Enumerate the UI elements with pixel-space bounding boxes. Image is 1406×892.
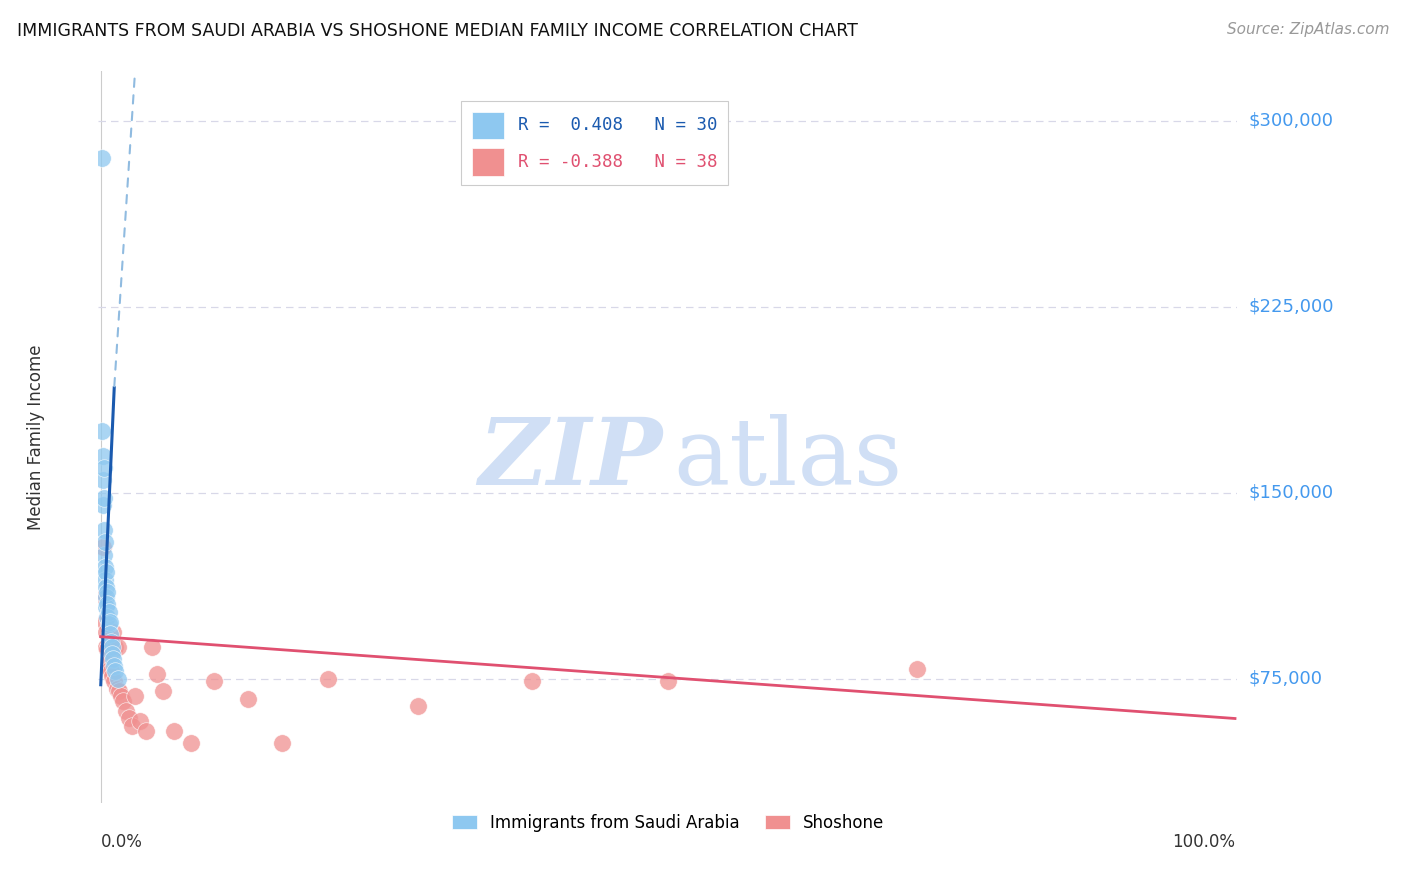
Point [141, 640, 163, 654]
Point [94, 615, 117, 629]
Point [97, 647, 120, 661]
Point [124, 689, 146, 703]
Point [93, 461, 115, 475]
Point [110, 689, 132, 703]
Point [96, 624, 118, 639]
Point [96, 642, 118, 657]
Point [96, 585, 118, 599]
Point [94, 535, 117, 549]
Bar [472, 112, 503, 139]
Bar [472, 148, 503, 176]
Text: $150,000: $150,000 [1249, 483, 1333, 502]
Point [94, 560, 117, 574]
Text: Source: ZipAtlas.com: Source: ZipAtlas.com [1226, 22, 1389, 37]
Point [146, 666, 169, 681]
Point [101, 647, 124, 661]
Point [107, 672, 129, 686]
Text: $225,000: $225,000 [1249, 298, 1334, 316]
Text: atlas: atlas [673, 414, 903, 504]
Point [91, 474, 114, 488]
Point [103, 659, 125, 673]
Point [98, 655, 121, 669]
Point [408, 699, 430, 714]
Point [520, 674, 543, 689]
Point [180, 736, 202, 750]
Point [97, 617, 120, 632]
Point [96, 590, 118, 604]
Point [108, 684, 131, 698]
Point [107, 640, 129, 654]
Text: IMMIGRANTS FROM SAUDI ARABIA VS SHOSHONE MEDIAN FAMILY INCOME CORRELATION CHART: IMMIGRANTS FROM SAUDI ARABIA VS SHOSHONE… [17, 22, 858, 40]
Point [93, 590, 115, 604]
Point [100, 634, 122, 648]
Point [905, 662, 928, 676]
Point [93, 548, 115, 562]
FancyBboxPatch shape [461, 101, 728, 185]
Text: $300,000: $300,000 [1249, 112, 1333, 130]
Point [96, 599, 118, 614]
Point [101, 652, 124, 666]
Point [129, 714, 152, 728]
Point [104, 640, 127, 654]
Point [202, 674, 225, 689]
Point [96, 580, 118, 594]
Point [98, 615, 121, 629]
Point [105, 681, 128, 696]
Point [100, 665, 122, 679]
Point [98, 627, 121, 641]
Point [91, 541, 114, 555]
Point [90, 424, 112, 438]
Point [657, 674, 679, 689]
Point [135, 723, 157, 738]
Text: R = -0.388   N = 38: R = -0.388 N = 38 [517, 153, 717, 171]
Text: $75,000: $75,000 [1249, 670, 1323, 688]
Point [271, 736, 294, 750]
Text: 100.0%: 100.0% [1173, 832, 1234, 851]
Point [96, 598, 118, 612]
Point [96, 610, 118, 624]
Point [104, 665, 127, 679]
Point [316, 672, 339, 686]
Point [96, 640, 118, 654]
Text: 0.0%: 0.0% [101, 832, 142, 851]
Point [112, 694, 135, 708]
Point [93, 491, 115, 505]
Text: R =  0.408   N = 30: R = 0.408 N = 30 [517, 117, 717, 135]
Point [90, 151, 112, 165]
Point [101, 640, 124, 654]
Legend: Immigrants from Saudi Arabia, Shoshone: Immigrants from Saudi Arabia, Shoshone [444, 807, 891, 838]
Point [93, 523, 115, 537]
Point [94, 573, 117, 587]
Point [97, 605, 120, 619]
Point [91, 449, 114, 463]
Point [91, 498, 114, 512]
Point [236, 691, 259, 706]
Point [163, 723, 186, 738]
Point [101, 624, 124, 639]
Text: Median Family Income: Median Family Income [27, 344, 45, 530]
Point [114, 704, 136, 718]
Point [96, 565, 118, 579]
Point [103, 674, 125, 689]
Point [101, 669, 124, 683]
Point [121, 719, 143, 733]
Point [152, 684, 174, 698]
Text: ZIP: ZIP [478, 414, 662, 504]
Point [118, 711, 141, 725]
Point [98, 662, 121, 676]
